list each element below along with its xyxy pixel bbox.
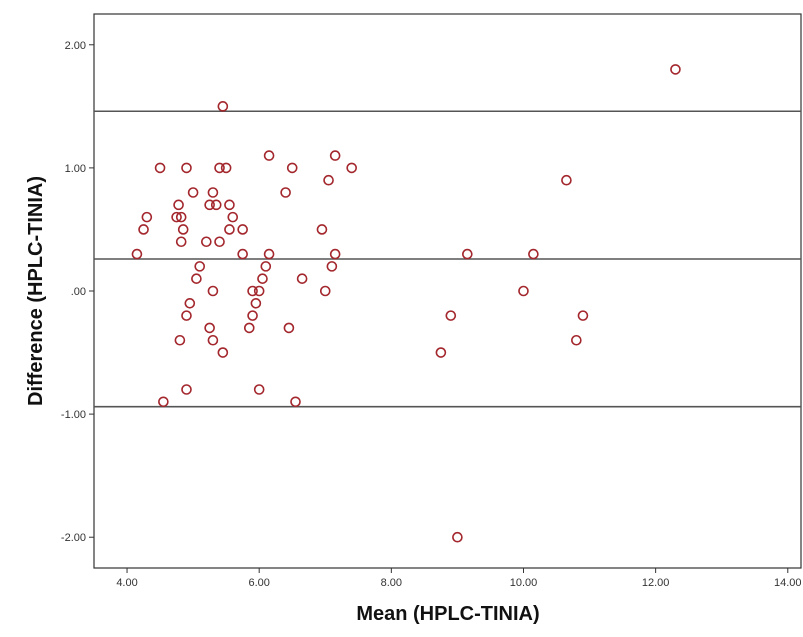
data-point-3 [154, 162, 166, 174]
data-point-31 [224, 224, 235, 235]
x-tick-label: 12.00 [642, 577, 670, 589]
data-point-4 [158, 396, 169, 408]
data-point-15 [187, 187, 199, 198]
y-axis-title: Difference (HPLC-TINIA) [25, 176, 47, 406]
data-point-61 [518, 285, 529, 297]
data-point-41 [257, 273, 268, 284]
data-point-29 [220, 162, 232, 174]
y-tick-label: 1.00 [65, 163, 86, 175]
x-tick-label: 4.00 [116, 577, 137, 589]
data-point-7 [175, 211, 187, 223]
data-point-6 [173, 199, 184, 211]
data-point-50 [316, 224, 328, 235]
data-point-33 [237, 224, 248, 235]
data-point-11 [181, 162, 192, 174]
data-point-37 [247, 310, 258, 321]
data-point-39 [253, 285, 265, 297]
x-axis: 4.00 6.00 8.00 10.00 12.00 14.00 [116, 568, 802, 589]
y-tick-label: 2.00 [65, 40, 86, 52]
reference-lines [94, 110, 801, 408]
data-point-48 [290, 396, 301, 408]
data-point-46 [283, 322, 295, 334]
data-point-47 [286, 162, 298, 174]
data-point-59 [452, 531, 463, 543]
data-point-13 [184, 298, 196, 309]
data-point-64 [571, 334, 582, 346]
data-point-19 [204, 199, 215, 211]
data-point-18 [201, 236, 212, 248]
data-point-9 [174, 334, 186, 346]
data-point-10 [177, 224, 189, 235]
data-point-44 [263, 248, 275, 260]
data-point-60 [462, 248, 473, 260]
data-point-36 [247, 285, 258, 297]
data-point-45 [280, 187, 291, 198]
data-point-53 [326, 261, 338, 272]
data-point-21 [207, 187, 219, 198]
data-point-63 [561, 174, 572, 186]
data-point-25 [214, 162, 225, 174]
data-point-54 [329, 150, 341, 161]
data-point-40 [253, 384, 265, 395]
data-point-65 [577, 310, 589, 321]
data-point-2 [141, 211, 153, 223]
data-point-8 [175, 236, 187, 248]
data-point-5 [171, 211, 182, 223]
data-point-26 [214, 236, 225, 248]
data-point-62 [528, 248, 539, 260]
y-tick-label: -1.00 [61, 409, 86, 421]
x-tick-label: 8.00 [381, 577, 402, 589]
data-point-12 [181, 310, 192, 321]
data-point-35 [243, 322, 255, 334]
data-point-23 [207, 334, 219, 346]
data-point-22 [207, 285, 219, 297]
data-point-51 [319, 285, 331, 297]
data-point-27 [217, 101, 229, 112]
data-point-55 [329, 248, 341, 260]
data-point-28 [217, 347, 229, 358]
data-point-24 [210, 199, 222, 211]
y-axis: 2.00 1.00 .00 -1.00 -2.00 [61, 40, 94, 544]
data-point-42 [260, 261, 272, 272]
data-point-49 [296, 273, 308, 284]
data-point-57 [435, 347, 447, 358]
data-point-52 [323, 174, 334, 186]
data-point-56 [346, 162, 357, 174]
x-tick-label: 10.00 [510, 577, 538, 589]
y-tick-label: -2.00 [61, 532, 86, 544]
data-point-14 [181, 384, 192, 395]
data-point-58 [445, 310, 457, 321]
data-point-30 [224, 199, 235, 211]
data-point-17 [194, 261, 206, 272]
data-point-20 [204, 322, 215, 334]
data-point-16 [191, 273, 202, 284]
data-point-43 [263, 150, 275, 161]
data-point-0 [131, 248, 143, 260]
data-point-34 [237, 248, 248, 260]
y-tick-label: .00 [71, 286, 86, 298]
data-points [131, 64, 681, 543]
data-point-66 [670, 64, 681, 75]
x-tick-label: 6.00 [248, 577, 269, 589]
x-tick-label: 14.00 [774, 577, 802, 589]
data-point-1 [138, 224, 149, 235]
data-point-38 [250, 298, 262, 309]
x-axis-title: Mean (HPLC-TINIA) [356, 603, 539, 625]
data-point-32 [227, 211, 239, 223]
